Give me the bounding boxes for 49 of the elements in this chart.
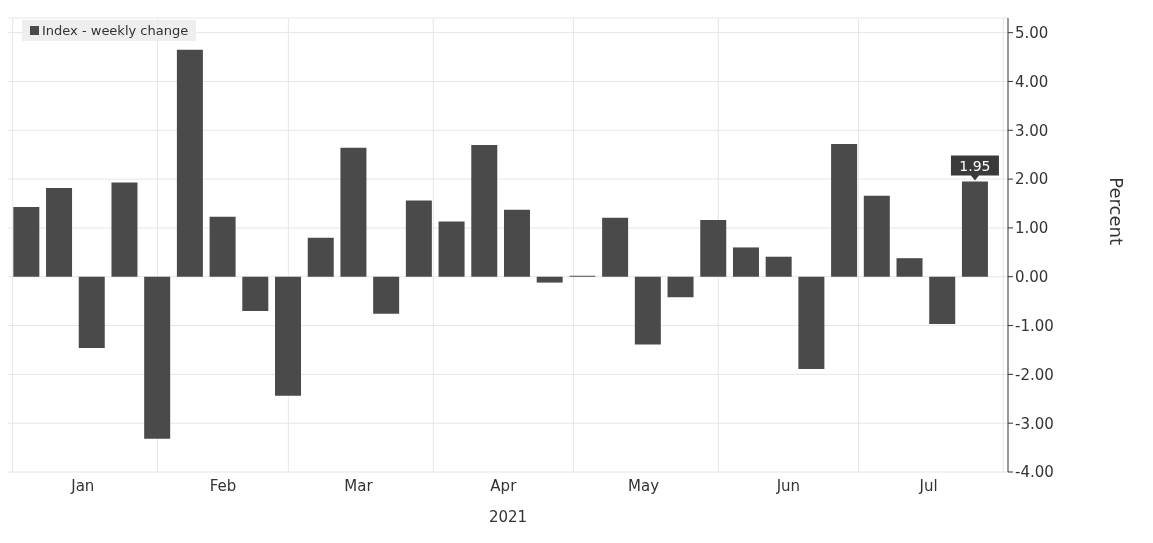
bar — [831, 143, 858, 277]
x-axis-title: 2021 — [488, 508, 528, 526]
bar — [111, 182, 138, 277]
y-tick-label: -4.00 — [1015, 463, 1054, 482]
bar — [242, 276, 269, 311]
y-axis-title: Percent — [1105, 177, 1127, 245]
y-tick-label: -1.00 — [1015, 316, 1054, 335]
bar — [275, 276, 302, 396]
x-tick-label: Jun — [775, 476, 801, 495]
bar — [863, 195, 890, 277]
bar — [634, 276, 661, 345]
y-tick-label: 4.00 — [1015, 72, 1049, 91]
bar — [471, 144, 498, 277]
bar — [13, 206, 40, 277]
bar — [667, 276, 694, 298]
x-tick-label: Feb — [209, 476, 237, 495]
legend-label: Index - weekly change — [41, 23, 189, 38]
bar — [176, 49, 203, 277]
x-tick-label: Jan — [70, 476, 95, 495]
bar — [896, 258, 923, 277]
bar — [405, 200, 432, 277]
data-label: 1.95 — [959, 157, 991, 174]
bar — [209, 216, 236, 277]
bar — [373, 276, 400, 314]
bar — [798, 276, 825, 369]
bar — [602, 217, 629, 277]
bar — [765, 256, 792, 277]
y-tick-label: 1.00 — [1015, 219, 1049, 238]
bar — [503, 209, 530, 277]
bar — [438, 221, 465, 277]
y-tick-label: -2.00 — [1015, 365, 1054, 384]
bar — [46, 187, 73, 277]
y-tick-label: 3.00 — [1015, 121, 1049, 140]
x-tick-label: Apr — [490, 476, 518, 495]
bar — [144, 276, 171, 439]
bar — [700, 220, 727, 277]
bar — [536, 276, 563, 283]
bar — [929, 276, 956, 325]
y-tick-label: 5.00 — [1015, 23, 1049, 42]
x-tick-label: Mar — [344, 476, 374, 495]
y-tick-label: 2.00 — [1015, 170, 1049, 189]
x-tick-label: May — [628, 476, 660, 495]
x-tick-label: Jul — [918, 476, 938, 495]
bar — [307, 237, 334, 277]
y-tick-label: 0.00 — [1015, 268, 1049, 287]
bar — [78, 276, 105, 348]
bar — [732, 247, 759, 277]
y-tick-label: -3.00 — [1015, 414, 1054, 433]
bar — [340, 147, 367, 277]
